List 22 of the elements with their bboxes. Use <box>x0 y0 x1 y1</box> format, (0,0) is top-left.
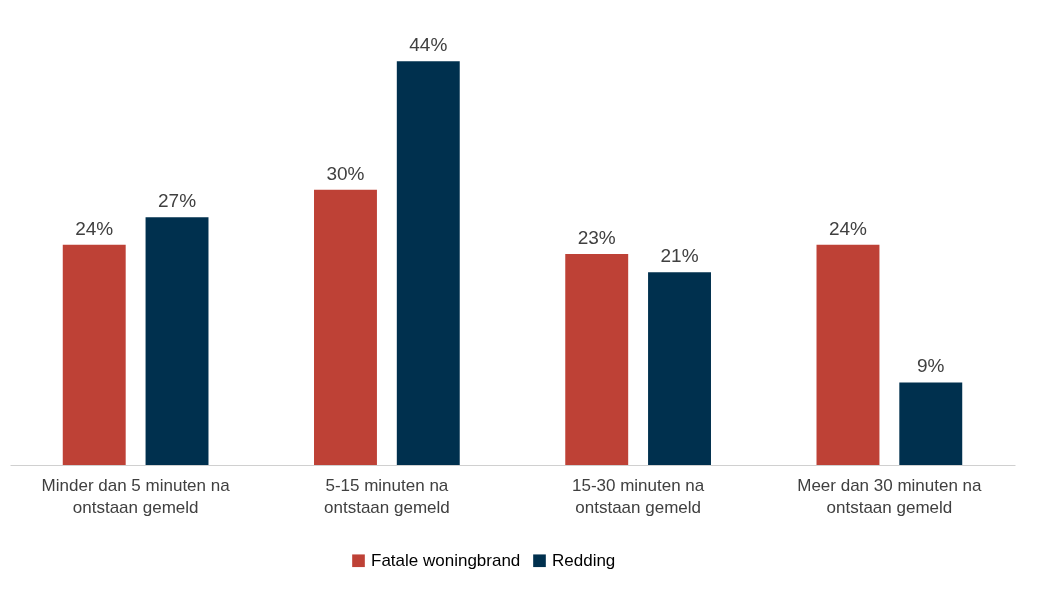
x-tick-label: Meer dan 30 minuten na ontstaan gemeld <box>797 475 983 517</box>
x-tick-label: 5-15 minuten na ontstaan gemeld <box>324 475 450 517</box>
bar <box>62 244 126 465</box>
data-label: 9% <box>917 355 945 377</box>
data-label: 27% <box>158 190 197 212</box>
data-label: 30% <box>326 162 365 184</box>
data-label: 21% <box>660 245 699 267</box>
data-label: 24% <box>75 217 114 239</box>
x-tick-label: Minder dan 5 minuten na ontstaan gemeld <box>41 475 231 517</box>
bar <box>899 382 963 465</box>
data-label: 24% <box>828 217 868 239</box>
bar <box>145 217 209 465</box>
data-label: 23% <box>577 226 616 248</box>
x-tick-label: 15-30 minuten na ontstaan gemeld <box>571 475 705 517</box>
bar <box>816 244 880 465</box>
data-label: 44% <box>409 34 448 56</box>
bar <box>565 253 629 465</box>
bar <box>314 189 377 465</box>
legend-label: Fatale woningbrand <box>371 550 521 570</box>
bar <box>396 61 460 465</box>
bar <box>648 272 711 465</box>
legend-label: Redding <box>552 550 616 570</box>
